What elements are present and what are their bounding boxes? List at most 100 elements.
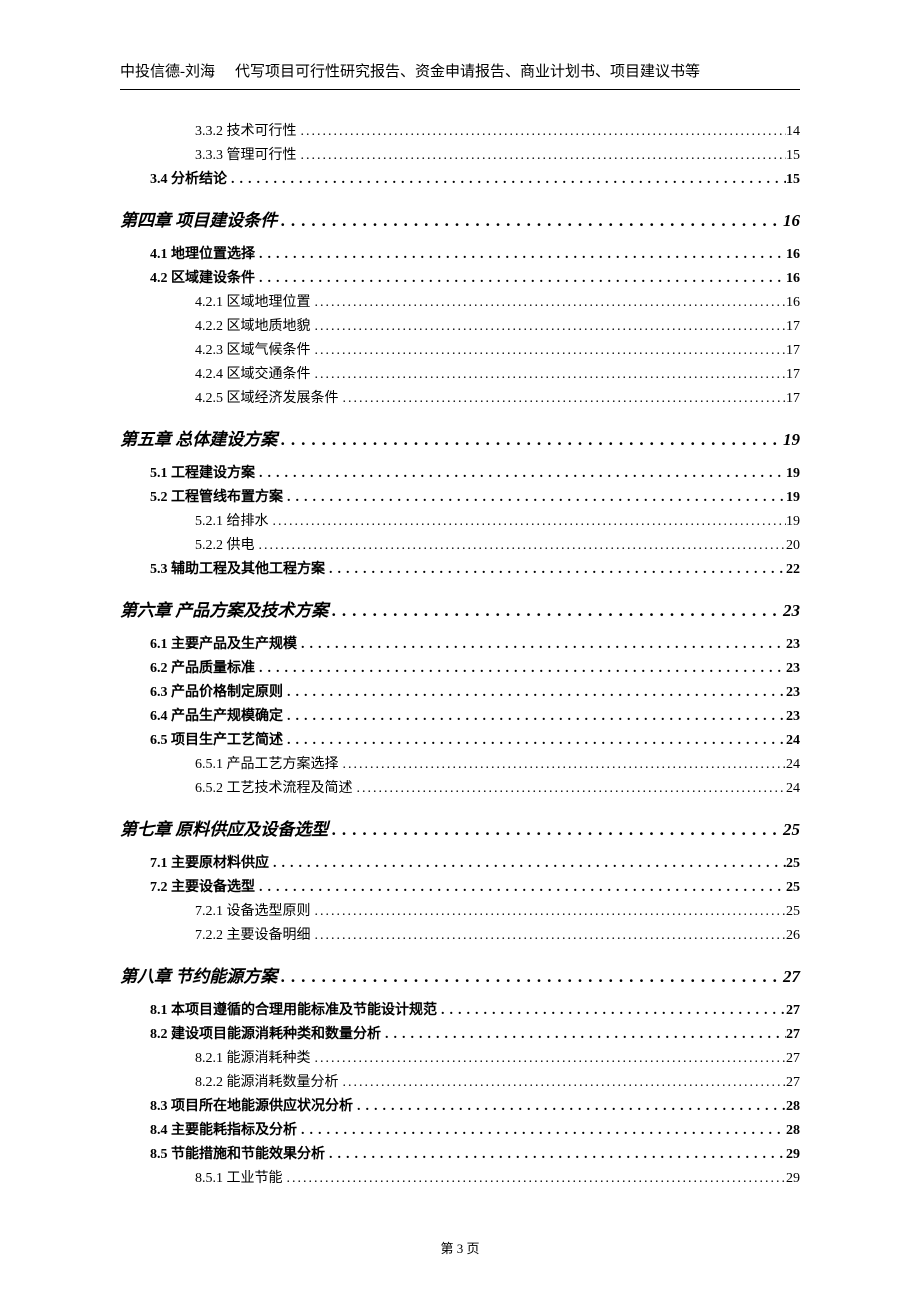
toc-label: 8.2.2 能源消耗数量分析: [195, 1071, 339, 1091]
toc-entry[interactable]: 8.2.1 能源消耗种类............................…: [195, 1047, 800, 1067]
toc-label: 5.2.2 供电: [195, 534, 255, 554]
toc-label: 8.5 节能措施和节能效果分析: [150, 1143, 325, 1163]
toc-page-number: 24: [786, 757, 800, 773]
toc-label: 6.4 产品生产规模确定: [150, 705, 283, 725]
toc-page-number: 25: [786, 880, 800, 896]
toc-entry[interactable]: 4.2.1 区域地理位置............................…: [195, 291, 800, 311]
toc-page-number: 17: [786, 343, 800, 359]
toc-entry[interactable]: 第六章 产品方案及技术方案...........................…: [120, 596, 800, 621]
toc-label: 4.2.3 区域气候条件: [195, 339, 311, 359]
toc-page-number: 25: [786, 856, 800, 872]
toc-label: 8.1 本项目遵循的合理用能标准及节能设计规范: [150, 999, 437, 1019]
toc-entry[interactable]: 4.2.2 区域地质地貌............................…: [195, 315, 800, 335]
toc-leader-dots: ........................................…: [283, 685, 786, 701]
page-number: 第 3 页: [440, 1241, 479, 1256]
toc-leader-dots: ........................................…: [283, 490, 786, 506]
toc-entry[interactable]: 4.2.3 区域气候条件............................…: [195, 339, 800, 359]
toc-entry[interactable]: 6.5 项目生产工艺简述............................…: [150, 729, 800, 749]
toc-leader-dots: ........................................…: [311, 1051, 787, 1067]
toc-entry[interactable]: 第四章 项目建设条件..............................…: [120, 206, 800, 231]
toc-entry[interactable]: 6.5.1 产品工艺方案选择..........................…: [195, 753, 800, 773]
toc-entry[interactable]: 5.2.2 供电................................…: [195, 534, 800, 554]
toc-leader-dots: ........................................…: [381, 1027, 786, 1043]
toc-page-number: 19: [783, 430, 800, 450]
toc-label: 6.5 项目生产工艺简述: [150, 729, 283, 749]
toc-entry[interactable]: 6.3 产品价格制定原则............................…: [150, 681, 800, 701]
toc-entry[interactable]: 第五章 总体建设方案..............................…: [120, 425, 800, 450]
toc-label: 第六章 产品方案及技术方案: [120, 596, 328, 621]
toc-leader-dots: ........................................…: [339, 1075, 787, 1091]
toc-entry[interactable]: 4.2.4 区域交通条件............................…: [195, 363, 800, 383]
toc-entry[interactable]: 7.1 主要原材料供应.............................…: [150, 852, 800, 872]
toc-leader-dots: ........................................…: [311, 343, 787, 359]
toc-page-number: 27: [786, 1075, 800, 1091]
toc-entry[interactable]: 4.2 区域建设条件..............................…: [150, 267, 800, 287]
table-of-contents: 3.3.2 技术可行性.............................…: [120, 120, 800, 1187]
toc-entry[interactable]: 8.5.1 工业节能..............................…: [195, 1167, 800, 1187]
toc-leader-dots: ........................................…: [353, 781, 787, 797]
toc-entry[interactable]: 第七章 原料供应及设备选型...........................…: [120, 815, 800, 840]
toc-page-number: 24: [786, 781, 800, 797]
toc-label: 4.2.2 区域地质地貌: [195, 315, 311, 335]
toc-page-number: 16: [783, 211, 800, 231]
toc-label: 6.1 主要产品及生产规模: [150, 633, 297, 653]
toc-leader-dots: ........................................…: [311, 367, 787, 383]
toc-entry[interactable]: 5.2 工程管线布置方案............................…: [150, 486, 800, 506]
toc-page-number: 25: [783, 820, 800, 840]
toc-entry[interactable]: 8.1 本项目遵循的合理用能标准及节能设计规范.................…: [150, 999, 800, 1019]
page-footer: 第 3 页: [0, 1238, 920, 1257]
toc-page-number: 26: [786, 928, 800, 944]
toc-leader-dots: ........................................…: [255, 661, 786, 677]
toc-label: 6.2 产品质量标准: [150, 657, 255, 677]
toc-entry[interactable]: 4.1 地理位置选择..............................…: [150, 243, 800, 263]
toc-entry[interactable]: 第八章 节约能源方案..............................…: [120, 962, 800, 987]
toc-page-number: 19: [786, 466, 800, 482]
toc-label: 8.5.1 工业节能: [195, 1167, 283, 1187]
toc-label: 4.2 区域建设条件: [150, 267, 255, 287]
toc-entry[interactable]: 8.4 主要能耗指标及分析...........................…: [150, 1119, 800, 1139]
toc-page-number: 24: [786, 733, 800, 749]
toc-entry[interactable]: 8.2 建设项目能源消耗种类和数量分析.....................…: [150, 1023, 800, 1043]
toc-page-number: 27: [783, 967, 800, 987]
toc-label: 6.5.2 工艺技术流程及简述: [195, 777, 353, 797]
toc-entry[interactable]: 6.5.2 工艺技术流程及简述.........................…: [195, 777, 800, 797]
toc-entry[interactable]: 5.1 工程建设方案..............................…: [150, 462, 800, 482]
toc-page-number: 15: [786, 172, 800, 188]
toc-page-number: 29: [786, 1171, 800, 1187]
header-right: 代写项目可行性研究报告、资金申请报告、商业计划书、项目建议书等: [235, 64, 700, 80]
toc-page-number: 25: [786, 904, 800, 920]
toc-entry[interactable]: 8.2.2 能源消耗数量分析..........................…: [195, 1071, 800, 1091]
toc-leader-dots: ........................................…: [227, 172, 786, 188]
toc-entry[interactable]: 3.4 分析结论................................…: [150, 168, 800, 188]
toc-entry[interactable]: 6.1 主要产品及生产规模...........................…: [150, 633, 800, 653]
toc-leader-dots: ........................................…: [255, 466, 786, 482]
toc-leader-dots: ........................................…: [283, 709, 786, 725]
toc-page-number: 28: [786, 1123, 800, 1139]
toc-entry[interactable]: 8.5 节能措施和节能效果分析.........................…: [150, 1143, 800, 1163]
toc-leader-dots: ........................................…: [353, 1099, 786, 1115]
toc-page-number: 19: [786, 514, 800, 530]
toc-entry[interactable]: 4.2.5 区域经济发展条件..........................…: [195, 387, 800, 407]
toc-entry[interactable]: 5.3 辅助工程及其他工程方案.........................…: [150, 558, 800, 578]
toc-entry[interactable]: 6.4 产品生产规模确定............................…: [150, 705, 800, 725]
toc-leader-dots: ........................................…: [255, 538, 787, 554]
toc-entry[interactable]: 3.3.3 管理可行性.............................…: [195, 144, 800, 164]
toc-entry[interactable]: 5.2.1 给排水...............................…: [195, 510, 800, 530]
toc-label: 7.2 主要设备选型: [150, 876, 255, 896]
toc-entry[interactable]: 7.2.1 设备选型原则............................…: [195, 900, 800, 920]
toc-label: 8.2 建设项目能源消耗种类和数量分析: [150, 1023, 381, 1043]
toc-label: 7.1 主要原材料供应: [150, 852, 269, 872]
toc-entry[interactable]: 3.3.2 技术可行性.............................…: [195, 120, 800, 140]
toc-entry[interactable]: 6.2 产品质量标准..............................…: [150, 657, 800, 677]
toc-leader-dots: ........................................…: [297, 637, 786, 653]
toc-page-number: 28: [786, 1099, 800, 1115]
toc-page-number: 27: [786, 1051, 800, 1067]
toc-leader-dots: ........................................…: [277, 211, 783, 231]
toc-label: 4.1 地理位置选择: [150, 243, 255, 263]
toc-entry[interactable]: 7.2 主要设备选型..............................…: [150, 876, 800, 896]
toc-page-number: 17: [786, 367, 800, 383]
toc-entry[interactable]: 7.2.2 主要设备明细............................…: [195, 924, 800, 944]
toc-page-number: 29: [786, 1147, 800, 1163]
toc-entry[interactable]: 8.3 项目所在地能源供应状况分析.......................…: [150, 1095, 800, 1115]
toc-leader-dots: ........................................…: [255, 880, 786, 896]
